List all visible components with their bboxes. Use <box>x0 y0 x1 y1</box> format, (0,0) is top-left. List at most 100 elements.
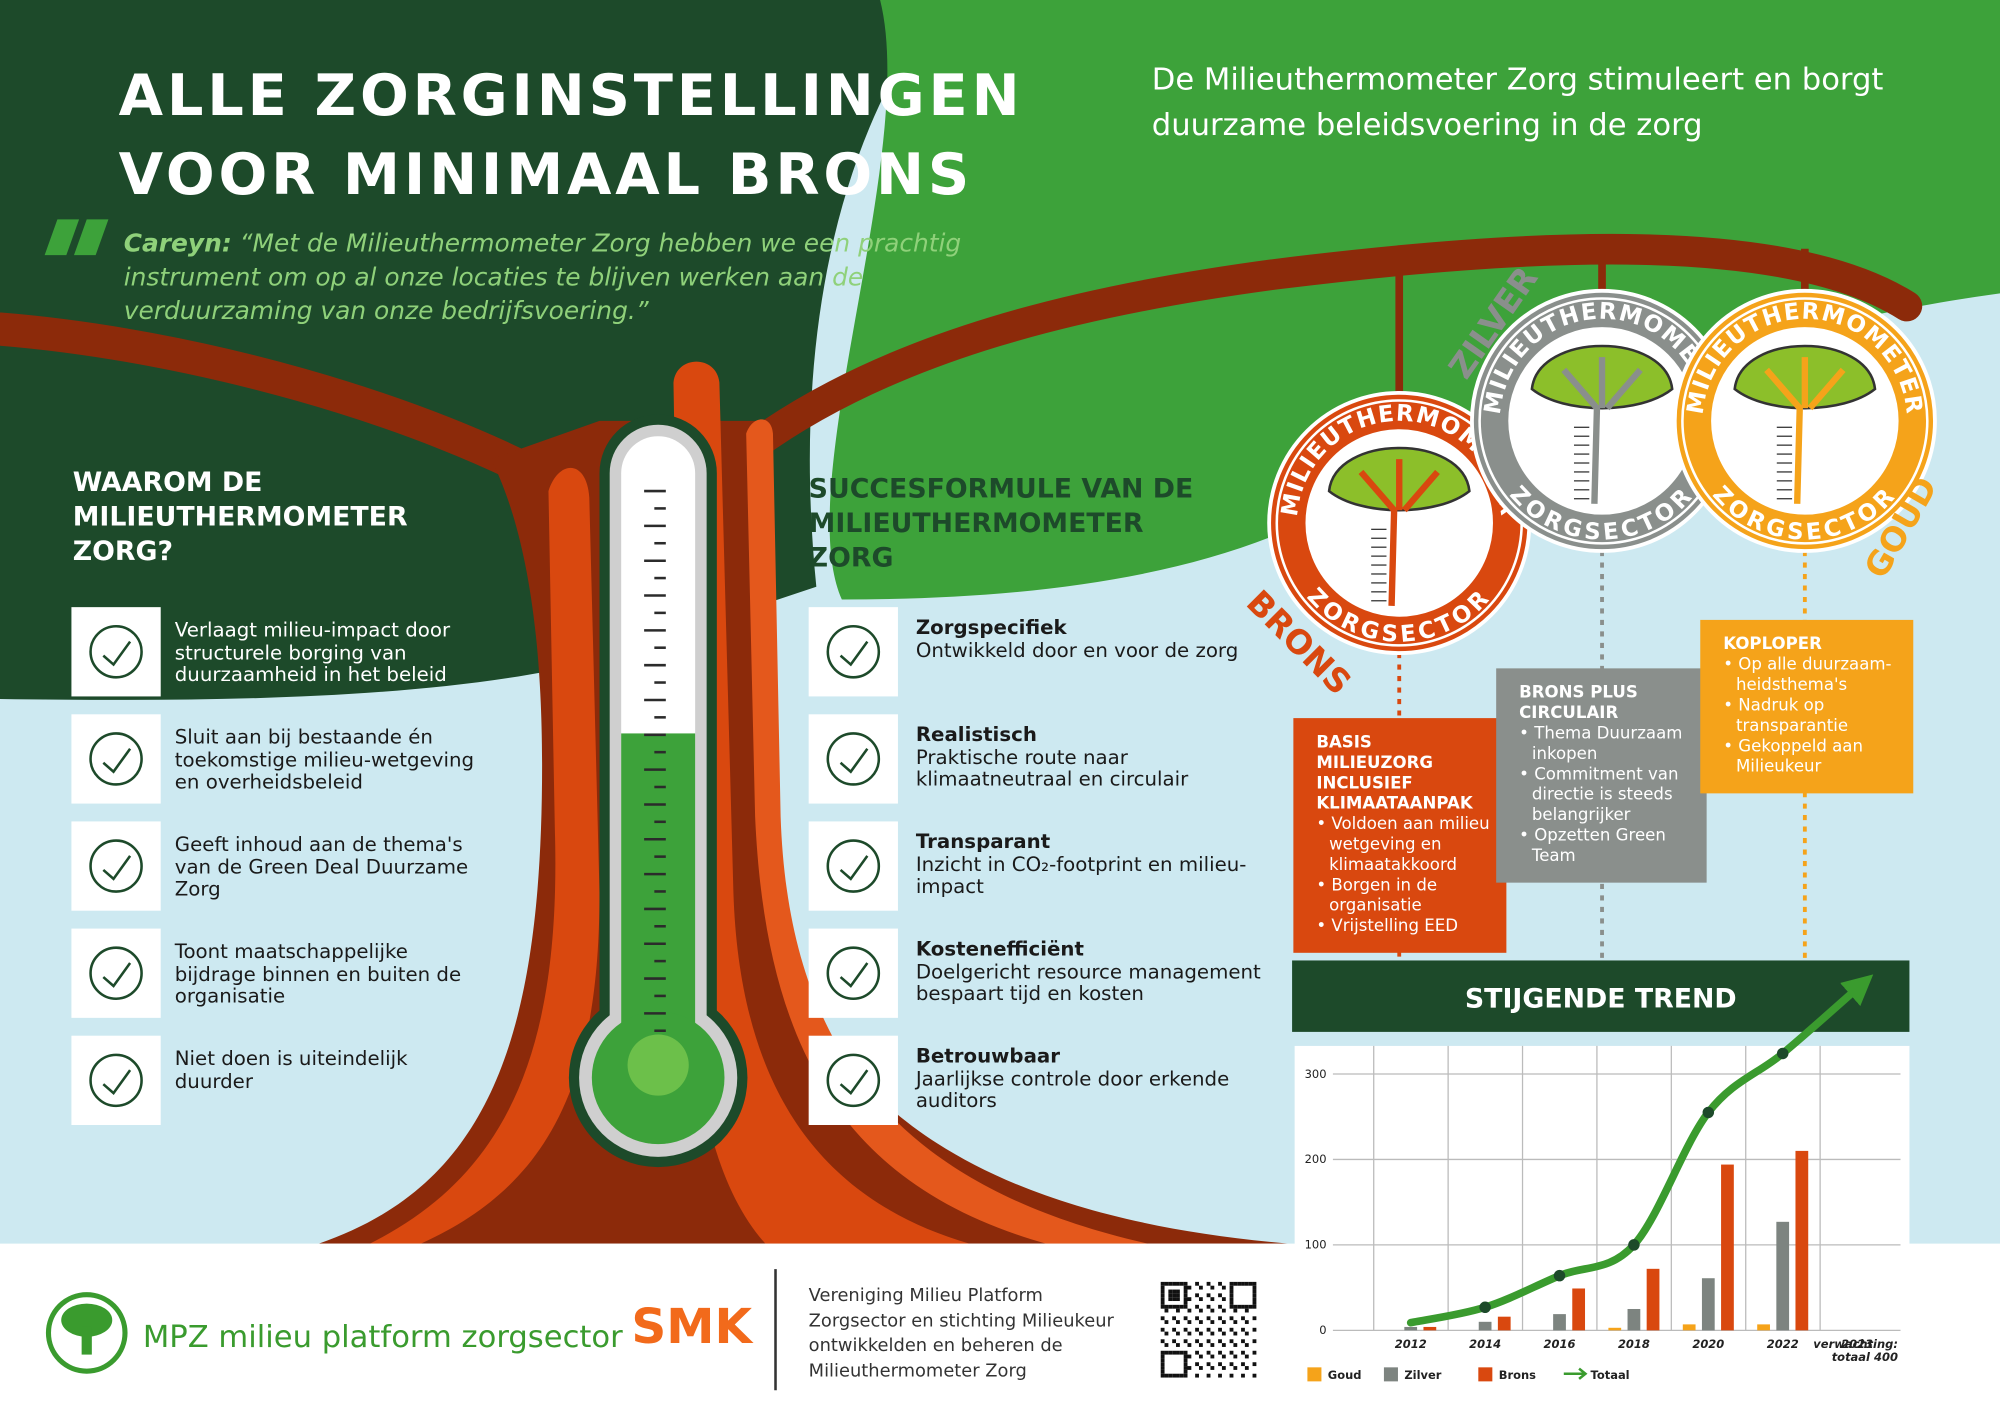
trend-point <box>1479 1301 1491 1314</box>
qr-cell <box>1198 1320 1203 1324</box>
y-tick-label: 0 <box>1319 1323 1326 1337</box>
qr-cell <box>1229 1339 1234 1344</box>
qr-cell <box>1198 1331 1203 1336</box>
qr-cell <box>1183 1327 1188 1332</box>
qr-code <box>1160 1281 1257 1378</box>
qr-cell <box>1176 1343 1180 1347</box>
badge-tree <box>1764 357 1846 504</box>
tagline: De Milieuthermometer Zorg stimuleert en … <box>1151 61 1884 143</box>
qr-cell <box>1210 1285 1215 1290</box>
quote-mark <box>44 219 80 256</box>
icon-box <box>71 821 161 911</box>
qr-cell <box>1206 1316 1211 1321</box>
icon <box>102 962 132 988</box>
legend-swatch <box>1563 1367 1588 1380</box>
qr-cell <box>1164 1343 1169 1347</box>
qr-cell <box>1233 1320 1238 1324</box>
level-point: Thema Duurzaam inkopen <box>1519 724 1691 765</box>
qr-cell <box>1168 1350 1173 1355</box>
qr-cell <box>1210 1320 1215 1324</box>
branch <box>737 233 1923 462</box>
qr-cell <box>1183 1366 1188 1370</box>
qr-cell <box>1252 1350 1257 1355</box>
why-item: Sluit aan bij bestaande én toekomstige m… <box>174 725 475 794</box>
qr-cell <box>1252 1285 1257 1290</box>
level-points: Op alle duurzaam­heidsthema'sNadruk op t… <box>1723 656 1898 778</box>
bar <box>1721 1164 1734 1331</box>
qr-cell <box>1183 1301 1188 1305</box>
qr-cell <box>1172 1316 1177 1321</box>
qr-cell <box>1244 1343 1249 1347</box>
bar <box>1478 1321 1492 1331</box>
formula-item: Transparant Inzicht in CO₂-footprint en m… <box>916 831 1286 899</box>
qr-cell <box>1210 1297 1215 1302</box>
trend-point <box>1702 1106 1715 1119</box>
qr-cell <box>1252 1304 1257 1309</box>
qr-cell <box>1221 1297 1226 1302</box>
qr-cell <box>1210 1343 1215 1347</box>
legend-label: Goud <box>1328 1368 1362 1382</box>
x-tick-label: 2018 <box>1618 1337 1650 1351</box>
qr-cell <box>1233 1331 1238 1336</box>
qr-cell <box>1172 1297 1177 1302</box>
formula-item: Kostenefficiënt Doelgericht resource mana… <box>916 938 1286 1006</box>
quote-mark <box>73 219 109 256</box>
icon <box>102 1069 132 1095</box>
title: ALLE ZORGINSTELLINGEN VOOR MINIMAAL BRONS <box>119 56 1024 214</box>
why-item: Geeft inhoud aan de thema's van de Green… <box>174 832 469 901</box>
level-title: BASIS MILIEUZORG INCLUSIEF KLIMAATAANPAK <box>1316 733 1473 814</box>
chart: 0100200300400STIJGENDE TREND201220142016… <box>1292 960 1910 1393</box>
y-tick-label: 300 <box>1305 1067 1327 1081</box>
qr-cell <box>1195 1327 1199 1332</box>
icon <box>89 732 143 786</box>
qr-cell <box>1241 1362 1245 1367</box>
qr-cell <box>1252 1293 1257 1298</box>
x-tick-label: 2022 <box>1767 1337 1799 1351</box>
level-box: KOPLOPEROp alle duurzaam­heidsthema'sNad… <box>1700 619 1914 794</box>
qr-cell <box>1198 1354 1203 1359</box>
qr-cell <box>1164 1304 1169 1309</box>
qr-cell <box>1218 1339 1222 1344</box>
qr-cell <box>1252 1289 1257 1294</box>
icon-box <box>71 607 161 697</box>
qr-cell <box>1229 1327 1234 1332</box>
qr-cell <box>1176 1293 1180 1298</box>
icon <box>102 855 132 881</box>
formula-item-text: Jaarlijkse controle door erkende auditor… <box>915 1066 1230 1113</box>
qr-cell <box>1160 1304 1165 1309</box>
legend-swatch <box>1307 1367 1322 1382</box>
qr-cell <box>1233 1304 1238 1309</box>
qr-cell <box>1252 1339 1257 1344</box>
qr-cell <box>1218 1350 1222 1355</box>
formula-item: Realistisch Praktische route naar klimaat… <box>916 724 1286 791</box>
why-item: Toont maatschappelijke bijdrage binnen e… <box>174 940 462 1008</box>
qr-cell <box>1195 1293 1199 1298</box>
qr-cell <box>1160 1316 1165 1321</box>
bar <box>1608 1327 1622 1331</box>
qr-cell <box>1244 1308 1249 1313</box>
level-point: Commitment van directie is steeds belang… <box>1519 765 1691 826</box>
qr-cell <box>1187 1354 1192 1359</box>
qr-cell <box>1233 1308 1238 1313</box>
qr-cell <box>1187 1297 1192 1302</box>
qr-cell <box>1172 1339 1177 1344</box>
icon <box>839 1069 869 1095</box>
formula-item-title: Betrouwbaar <box>915 1044 1061 1068</box>
qr-cell <box>1233 1354 1238 1359</box>
qr-cell <box>1221 1331 1226 1336</box>
trend-point <box>1628 1239 1640 1251</box>
chart-title: STIJGENDE TREND <box>1465 984 1737 1015</box>
qr-cell <box>1244 1354 1249 1359</box>
qr-cell <box>1218 1373 1222 1378</box>
qr-cell <box>1252 1297 1257 1302</box>
qr-cell <box>1248 1281 1253 1286</box>
qr-cell <box>1183 1316 1188 1321</box>
qr-cell <box>1187 1308 1192 1313</box>
qr-cell <box>1198 1366 1203 1370</box>
qr-cell <box>1241 1304 1245 1309</box>
qr-cell <box>1160 1350 1165 1355</box>
bar <box>1682 1324 1696 1331</box>
bar <box>1795 1150 1809 1331</box>
